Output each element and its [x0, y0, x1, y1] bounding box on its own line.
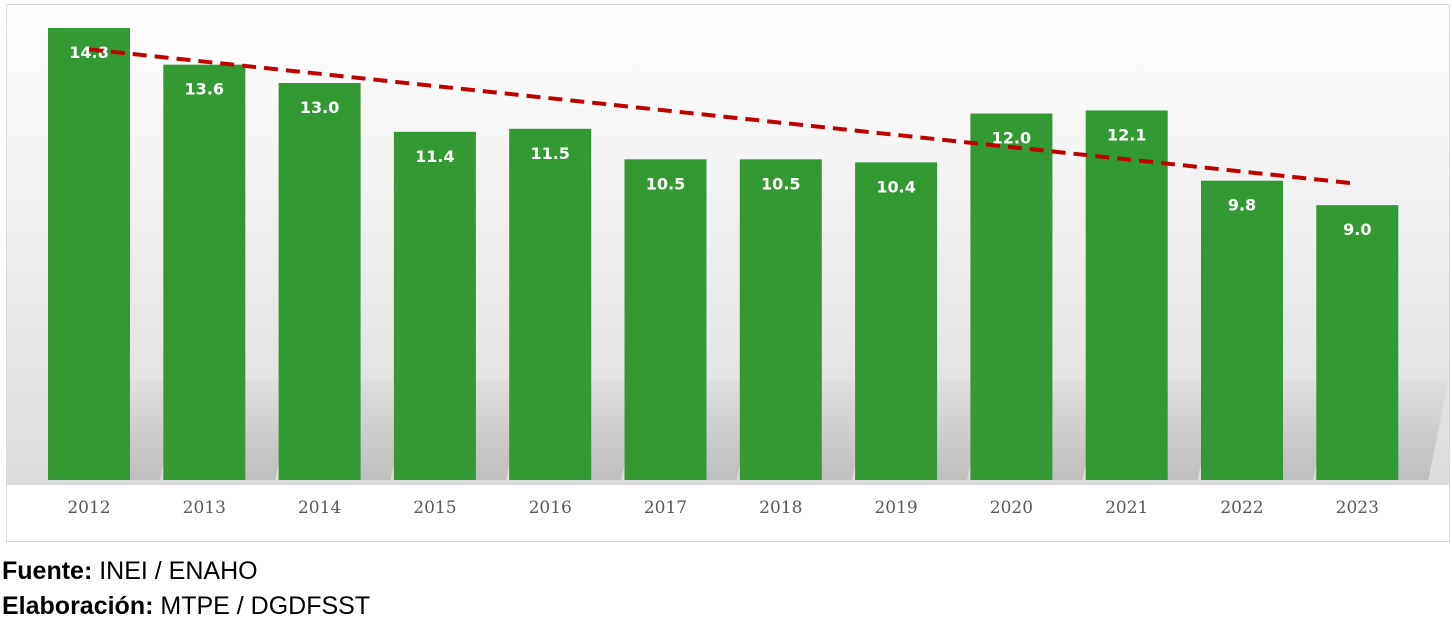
- data-label: 11.5: [530, 144, 569, 163]
- x-tick-label: 2023: [1336, 498, 1379, 518]
- data-label: 12.0: [992, 129, 1031, 148]
- bar-2019: [855, 162, 938, 481]
- x-tick-label: 2020: [990, 498, 1033, 518]
- x-tick-label: 2012: [67, 498, 110, 518]
- bar-2015: [393, 131, 476, 480]
- credit-value: MTPE / DGDFSST: [153, 592, 371, 620]
- bar-2018: [739, 159, 822, 480]
- source-label: Fuente:: [2, 557, 93, 585]
- x-tick-label: 2014: [298, 498, 341, 518]
- credit-line: Elaboración: MTPE / DGDFSST: [2, 591, 370, 621]
- data-label: 10.5: [761, 174, 800, 193]
- bar-2017: [624, 159, 707, 480]
- bar-2022: [1201, 180, 1283, 480]
- x-tick-label: 2015: [413, 498, 456, 518]
- bar-2016: [509, 128, 592, 480]
- chart-frame: 14.8 13.6 13.0 11.4 11.5 10.5 10.5 10.4 12.0 12.1…: [6, 4, 1450, 542]
- data-label: 14.8: [69, 43, 108, 62]
- x-tick-label: 2017: [644, 498, 687, 518]
- data-label: 10.4: [876, 177, 915, 196]
- bar-2012: [48, 28, 130, 480]
- bar-2020: [970, 113, 1053, 480]
- bar-chart: 14.8 13.6 13.0 11.4 11.5 10.5 10.5 10.4 12.0 12.1…: [7, 5, 1449, 518]
- data-label: 9.8: [1228, 196, 1256, 215]
- data-label: 12.1: [1107, 125, 1146, 144]
- data-label: 13.6: [185, 80, 224, 99]
- source-value: INEI / ENAHO: [92, 557, 258, 585]
- data-label: 10.5: [646, 174, 685, 193]
- x-tick-label: 2019: [874, 498, 917, 518]
- x-tick-label: 2022: [1220, 498, 1263, 518]
- bar-2021: [1085, 110, 1168, 480]
- bar-2014: [278, 82, 361, 481]
- trend-line: [88, 47, 1358, 186]
- x-tick-label: 2013: [183, 498, 226, 518]
- credit-label: Elaboración:: [2, 592, 154, 620]
- x-tick-label: 2021: [1105, 498, 1148, 518]
- data-label: 9.0: [1343, 220, 1371, 239]
- data-label: 11.4: [415, 147, 454, 166]
- bar-2013: [163, 64, 246, 480]
- bar-2023: [1316, 205, 1399, 480]
- source-line: Fuente: INEI / ENAHO: [2, 556, 258, 586]
- x-tick-label: 2016: [529, 498, 572, 518]
- x-tick-label: 2018: [759, 498, 802, 518]
- data-label: 13.0: [300, 98, 339, 117]
